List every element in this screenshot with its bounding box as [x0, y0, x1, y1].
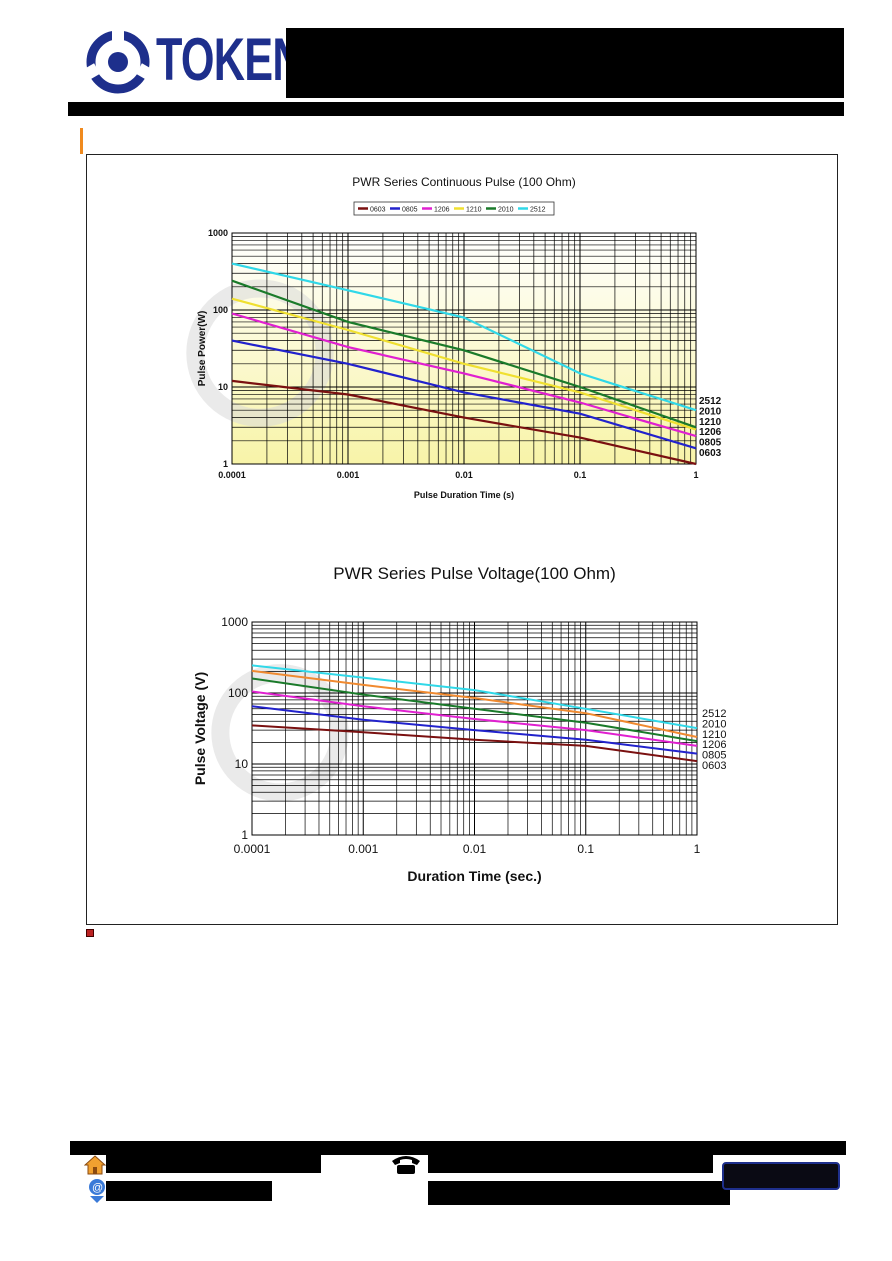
x-tick-label: 1	[693, 470, 698, 480]
chart-2: PWR Series Pulse Voltage(100 Ohm) 0.0001 0…	[192, 564, 726, 884]
series-line-3	[251, 677, 698, 743]
email-icon: @	[86, 1178, 108, 1209]
x-tick-label: 0.1	[574, 470, 587, 480]
home-icon	[83, 1154, 107, 1181]
legend: 0603 0805 1206 1210 2010 2512	[353, 201, 555, 216]
legend-label: 0805	[402, 207, 418, 214]
series-line-2010	[231, 279, 697, 429]
y-tick-label: 1000	[208, 228, 228, 238]
charts-frame: PWR Series Continuous Pulse (100 Ohm) 060…	[86, 154, 838, 925]
x-tick-label: 0.0001	[218, 470, 246, 480]
series-end-label: 0805	[702, 750, 726, 762]
y-tick-label: 100	[213, 305, 228, 315]
y-axis-label: Pulse Power(W)	[197, 311, 208, 387]
y-tick-label: 1	[241, 828, 248, 842]
series-end-label: 2512	[702, 708, 726, 720]
logo-icon	[81, 28, 155, 94]
series-end-label: 0805	[699, 438, 722, 449]
series-line-0805	[231, 339, 697, 450]
y-tick-label: 100	[228, 686, 248, 700]
chart-title: PWR Series Continuous Pulse (100 Ohm)	[352, 175, 575, 189]
chart-title: PWR Series Pulse Voltage(100 Ohm)	[333, 564, 616, 583]
x-tick-label: 0.1	[577, 842, 594, 856]
y-tick-label: 10	[218, 382, 228, 392]
email-text	[106, 1181, 272, 1201]
phone-text	[428, 1155, 713, 1173]
y-tick-label: 10	[235, 757, 249, 771]
footer-badge	[722, 1162, 840, 1190]
x-tick-label: 0.01	[463, 842, 487, 856]
series-line-5	[251, 664, 698, 730]
chart-1: PWR Series Continuous Pulse (100 Ohm) 060…	[186, 175, 722, 500]
series-end-label: 1206	[702, 739, 726, 751]
series-line-0603	[231, 379, 697, 466]
section-marker	[80, 128, 83, 154]
series-end-label: 1206	[699, 427, 722, 438]
series-end-label: 0603	[702, 760, 726, 772]
series-line-2	[251, 690, 698, 747]
header-rule	[68, 102, 844, 116]
x-axis-label: Duration Time (sec.)	[407, 868, 541, 884]
header-banner	[286, 28, 844, 98]
series-line-4	[251, 669, 698, 738]
x-axis-label: Pulse Duration Time (s)	[414, 490, 514, 500]
x-tick-label: 0.01	[455, 470, 473, 480]
series-end-label: 0603	[699, 448, 722, 459]
marker-square	[86, 929, 94, 937]
x-tick-label: 1	[694, 842, 701, 856]
x-tick-label: 0.001	[348, 842, 378, 856]
x-tick-label: 0.001	[337, 470, 360, 480]
series-end-label: 1210	[699, 417, 722, 428]
series-line-1206	[231, 312, 697, 438]
series-line-1	[251, 705, 698, 755]
svg-text:@: @	[92, 1182, 103, 1194]
y-tick-label: 1	[223, 459, 228, 469]
series-end-label: 2512	[699, 396, 722, 407]
series-end-label: 2010	[702, 718, 726, 730]
charts-canvas: PWR Series Continuous Pulse (100 Ohm) 060…	[186, 175, 726, 884]
series-end-label: 2010	[699, 406, 722, 417]
series-end-label: 1210	[702, 729, 726, 741]
series-line-0	[251, 724, 698, 763]
series-line-2512	[231, 262, 697, 412]
legend-label: 1210	[466, 207, 482, 214]
y-tick-label: 1000	[221, 615, 248, 629]
web-text	[428, 1181, 730, 1205]
brand-name: TOKEN	[156, 26, 304, 93]
y-axis-label: Pulse Voltage (V)	[192, 672, 208, 785]
legend-label: 0603	[370, 207, 386, 214]
grid	[231, 233, 696, 465]
x-tick-label: 0.0001	[234, 842, 271, 856]
legend-label: 2010	[498, 207, 514, 214]
series-line-1210	[231, 297, 697, 431]
footer-rule	[70, 1141, 846, 1155]
legend-label: 2512	[530, 207, 546, 214]
telephone-icon	[390, 1153, 422, 1180]
address-text	[106, 1155, 321, 1173]
legend-label: 1206	[434, 207, 450, 214]
